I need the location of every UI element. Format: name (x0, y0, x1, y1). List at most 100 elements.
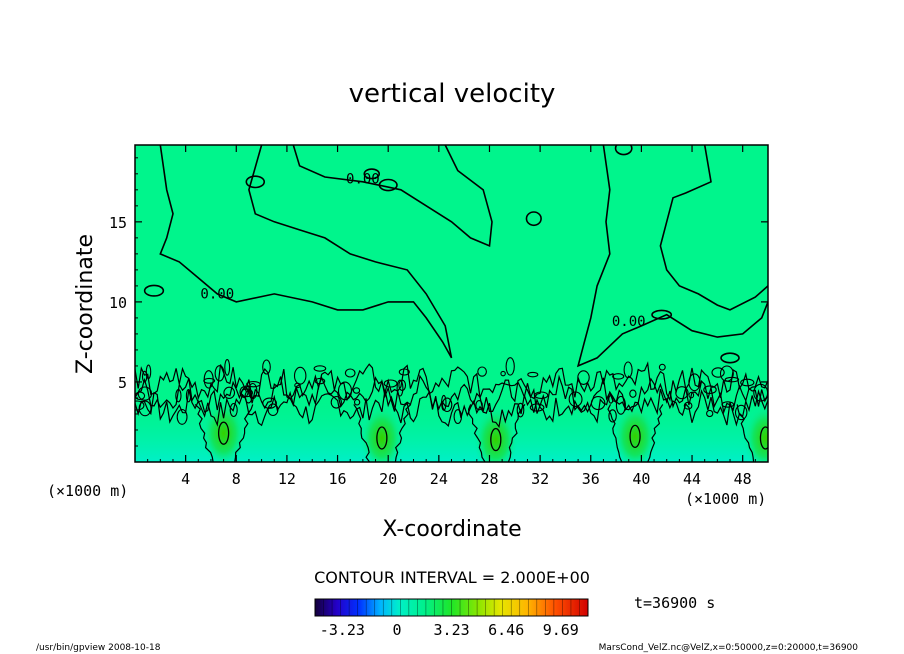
updraft-core (201, 399, 246, 462)
x-tick-label: 20 (379, 470, 397, 488)
turbulent-cell (516, 402, 525, 418)
updraft-wall-contour (779, 404, 793, 462)
turbulent-cell (734, 404, 748, 421)
turbulent-cell (500, 370, 506, 377)
turbulent-cell (353, 398, 361, 406)
turbulent-cell (477, 366, 487, 377)
contour-cell (651, 309, 673, 320)
updraft-contour (759, 426, 768, 450)
turbulent-cell (615, 395, 626, 415)
colorbar-tick-label: -3.23 (320, 621, 365, 639)
x-tick-label: 12 (278, 470, 296, 488)
x-tick-label: 16 (329, 470, 347, 488)
updraft-contour (490, 427, 502, 452)
turbulent-cell (453, 409, 463, 425)
turbulent-cell (229, 402, 238, 418)
updraft-contour (629, 424, 641, 449)
updraft-contour (376, 426, 388, 450)
turbulent-cell (267, 403, 279, 417)
x-tick-label: 32 (531, 470, 549, 488)
turbulent-cell (529, 403, 545, 412)
turbulent-cell (224, 359, 231, 376)
contour-interval: CONTOUR INTERVAL = 2.000E+00 (314, 568, 590, 587)
colorbar-tick-label: 0 (392, 621, 401, 639)
turbulent-cell (352, 387, 361, 394)
turbulent-cell (314, 377, 326, 385)
turbulent-cell (441, 397, 453, 413)
zero-contour (292, 145, 493, 248)
footer-right: MarsCond_VelZ.nc@VelZ,x=0:50000,z=0:2000… (599, 643, 859, 653)
updraft-wall-contour (194, 403, 214, 462)
boundary-layer-contour (135, 388, 768, 429)
zero-contour (659, 145, 768, 311)
turbulent-cell (711, 367, 725, 378)
updraft-core (613, 402, 658, 462)
updraft-wall-contour (607, 404, 623, 462)
x-units-left: (×1000 m) (47, 482, 128, 500)
turbulent-cell (240, 388, 253, 398)
contour-cell (245, 175, 266, 189)
turbulent-cell (719, 365, 734, 382)
turbulent-cell (629, 389, 637, 398)
updraft-wall-contour (736, 404, 755, 462)
turbulent-cell (398, 368, 410, 376)
turbulent-cell (590, 396, 606, 411)
turbulent-cell (223, 386, 236, 399)
turbulent-cell (246, 381, 261, 388)
turbulent-cell (623, 361, 633, 379)
turbulent-cell (203, 370, 214, 389)
footer-left: /usr/bin/gpview 2008-10-18 (36, 643, 161, 653)
turbulent-cell (683, 401, 693, 410)
turbulent-cell (330, 395, 342, 409)
turbulent-cell (688, 373, 701, 392)
contour-cell (363, 168, 381, 180)
updraft-wall-contour (467, 404, 486, 462)
turbulent-cell (262, 397, 277, 409)
x-tick-label: 36 (582, 470, 600, 488)
chart-title: vertical velocity (349, 79, 556, 109)
turbulent-cell (239, 386, 249, 398)
y-tick-label: 5 (118, 374, 127, 392)
updraft-wall-contour (234, 404, 254, 462)
turbulent-cell (398, 379, 407, 391)
turbulent-cell (344, 368, 356, 378)
x-tick-label: 28 (480, 470, 498, 488)
updraft-wall-contour (507, 404, 526, 462)
boundary-layer-contour (135, 361, 768, 402)
contour-cell (143, 284, 165, 297)
updraft-core (359, 403, 404, 462)
zero-contour (159, 145, 453, 359)
turbulent-cell (396, 379, 404, 397)
x-tick-label: 24 (430, 470, 448, 488)
turbulent-cell (313, 365, 327, 372)
y-tick-label: 10 (109, 294, 127, 312)
colorbar-tick-label: 9.69 (543, 621, 579, 639)
x-tick-label: 4 (181, 470, 190, 488)
turbulent-cell (293, 366, 307, 385)
turbulent-cell (740, 378, 755, 387)
turbulent-cell (505, 357, 515, 376)
contour-label: 0.00 (346, 171, 380, 187)
turbulent-cell (185, 389, 192, 403)
contour-cell (378, 178, 398, 192)
x-tick-label: 48 (734, 470, 752, 488)
turbulent-cell (608, 409, 617, 423)
contour-label: 0.00 (200, 287, 234, 303)
x-tick-label: 40 (632, 470, 650, 488)
turbulent-cell (568, 391, 583, 407)
turbulent-cell (721, 401, 735, 408)
turbulent-cell (145, 364, 152, 380)
turbulent-cell (175, 389, 182, 403)
x-axis-label: X-coordinate (382, 517, 521, 542)
time-label: t=36900 s (634, 594, 715, 612)
turbulent-cell (248, 382, 258, 400)
colorbar-tick-label: 6.46 (488, 621, 524, 639)
y-axis-label: Z-coordinate (73, 234, 98, 374)
turbulent-cell (577, 370, 590, 385)
turbulent-cell (262, 359, 271, 375)
turbulent-cell (135, 400, 145, 411)
y-tick-label: 15 (109, 214, 127, 232)
turbulent-cell (608, 394, 614, 404)
updraft-core (473, 405, 518, 462)
